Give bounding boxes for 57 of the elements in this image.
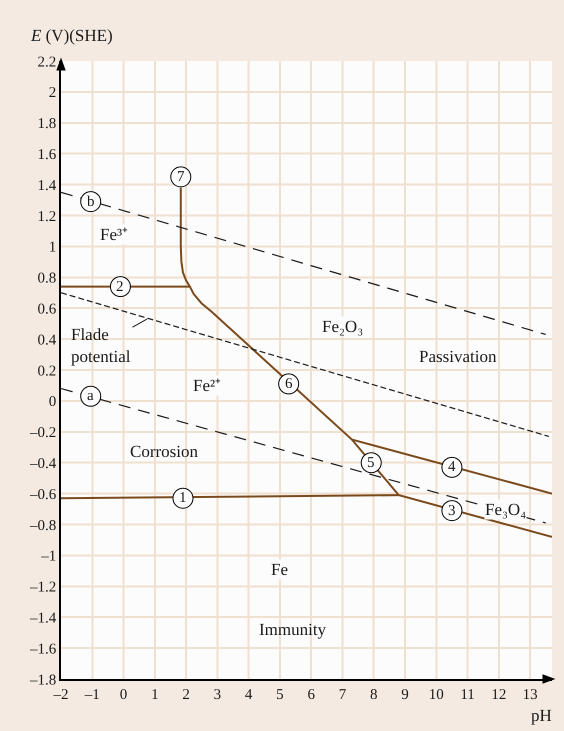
y-tick-label: 0	[48, 394, 56, 410]
x-tick-label: 11	[460, 686, 475, 703]
x-tick-label: 10	[428, 686, 444, 703]
annotation: 4	[448, 459, 456, 475]
y-tick-label: 0.4	[37, 332, 57, 348]
annotation: 3	[448, 503, 456, 519]
annotation: 1	[179, 490, 186, 506]
annotation: 5	[367, 455, 374, 471]
x-tick-label: 1	[151, 686, 159, 703]
annotation: 2	[116, 279, 124, 295]
y-tick-label: –1.4	[28, 610, 57, 626]
x-tick-label: 8	[370, 686, 378, 703]
y-tick-label: –0.2	[28, 425, 56, 442]
y-tick-label: 2.2	[37, 54, 56, 70]
y-tick-label: 1.6	[37, 146, 57, 163]
annotation: Flade potential	[71, 325, 131, 366]
y-tick-label: –0.4	[28, 456, 57, 472]
x-tick-label: 4	[244, 686, 253, 703]
y-tick-label: –0.6	[28, 486, 57, 503]
x-tick-label: 2	[182, 686, 190, 703]
x-tick-label: –1	[84, 686, 100, 703]
y-tick-label: 0.6	[37, 301, 57, 318]
annotation: Fe	[271, 560, 288, 579]
x-tick-label: 7	[338, 686, 347, 703]
x-tick-label: 3	[214, 686, 222, 703]
annotation: a	[87, 388, 94, 404]
annotation: b	[87, 194, 94, 210]
y-axis-title: E (V)(SHE)	[30, 26, 113, 45]
annotation: 7	[177, 169, 185, 185]
y-tick-label: –0.8	[28, 518, 56, 534]
x-tick-label: 12	[491, 686, 506, 703]
y-tick-label: 1	[48, 240, 56, 256]
annotation: Fe²⁺	[193, 376, 222, 395]
x-tick-label: 13	[522, 686, 538, 703]
annotation: Fe³⁺	[100, 225, 128, 244]
y-tick-label: 0.8	[37, 270, 56, 287]
y-tick-label: 1.4	[37, 178, 57, 194]
x-tick-label: 5	[276, 686, 284, 703]
y-tick-label: –1.6	[28, 641, 57, 658]
y-tick-label: –1	[40, 548, 56, 565]
x-tick-label: 9	[401, 686, 409, 703]
y-tick-label: 0.2	[37, 363, 56, 380]
annotation: Immunity	[259, 620, 327, 639]
annotation: 6	[285, 376, 293, 392]
annotation: Passivation	[419, 347, 497, 366]
y-tick-label: –1.2	[28, 580, 56, 596]
y-tick-label: 1.2	[37, 208, 56, 225]
y-tick-label: 1.8	[37, 116, 56, 132]
x-axis-title: pH	[531, 706, 552, 725]
x-tick-label: 6	[307, 686, 316, 703]
y-tick-label: 2	[48, 85, 56, 102]
y-tick-label: –1.8	[28, 672, 56, 688]
x-tick-label: 0	[120, 686, 128, 703]
annotation: Fe₃O₄	[485, 500, 526, 519]
annotation: Corrosion	[130, 442, 198, 461]
annotation: Fe₂O₃	[322, 317, 364, 336]
x-tick-label: –2	[52, 686, 68, 703]
